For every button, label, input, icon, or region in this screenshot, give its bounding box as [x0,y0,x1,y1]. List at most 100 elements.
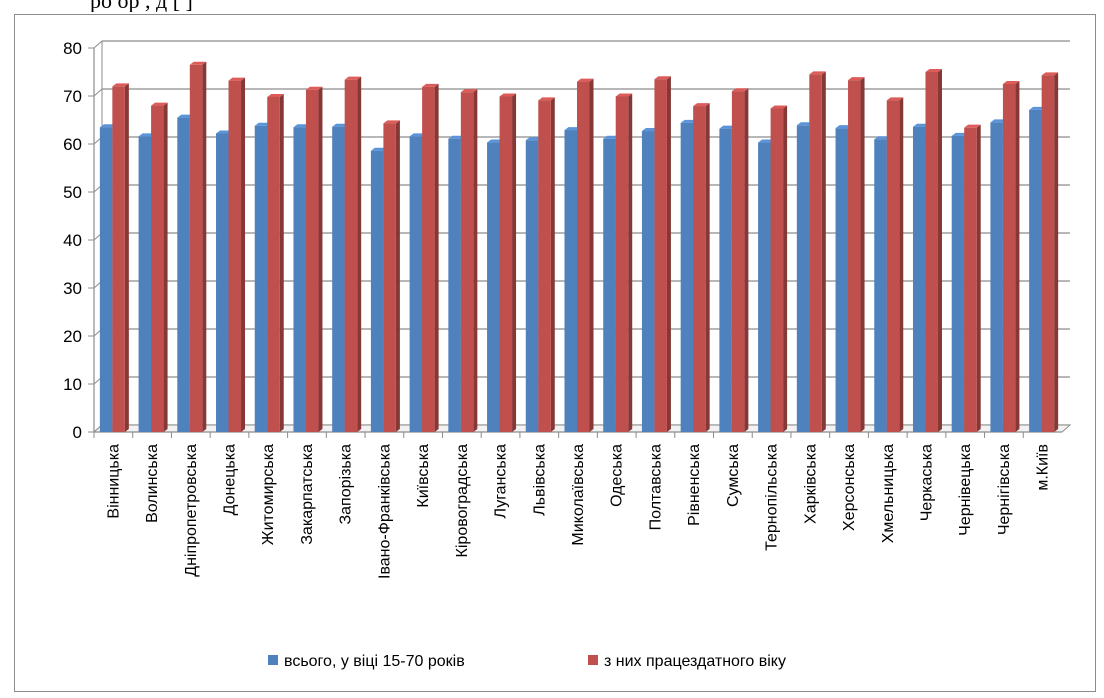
bar-side [976,124,981,433]
bar-total [835,128,849,432]
x-category-label: Полтавська [647,444,664,530]
bar-top [951,132,969,136]
bar-top [460,89,478,93]
bar-top [693,103,710,107]
bar-top [654,76,671,80]
bar-top [1029,106,1046,110]
bar-top [189,61,207,65]
bar-top [216,130,233,134]
bar-total [990,122,1003,433]
x-category-label: Дніпропетровська [183,444,200,577]
bar-top [112,83,129,87]
bar-total [370,150,384,432]
bar-side [279,93,284,433]
bar-working-age [1041,75,1055,433]
x-category-label: Рівненська [686,444,703,526]
bar-working-age [344,79,358,433]
bar-side [434,83,439,432]
x-category-label: Тернопільська [764,444,781,551]
bar-top [267,93,284,97]
bar-side [357,76,362,433]
bar-working-age [886,100,900,432]
bar-total [951,135,965,432]
bar-total [603,138,616,432]
bar-top [964,124,981,128]
bar-top [758,139,775,143]
bar-total [487,142,500,432]
x-category-label: Вінницька [105,444,122,519]
bar-total [525,140,539,432]
bar-total [874,139,887,432]
bar-side [1015,81,1020,432]
bar-top [912,123,930,127]
bar-side [241,77,246,432]
bar-total [564,130,577,432]
bar-top [99,124,117,128]
bar-total [796,125,810,432]
x-category-label: Черкаська [918,444,935,521]
x-category-label: Чернігівська [996,444,1013,535]
bar-top [1041,72,1059,76]
y-tick-label: 50 [63,183,82,202]
bar-side [821,71,826,433]
bar-working-age [925,72,938,432]
bar-top [332,123,349,127]
bar-total [1029,109,1042,433]
x-category-label: Житомирська [260,444,277,545]
bar-side [202,61,207,433]
bar-top [990,119,1007,123]
bar-total [138,136,152,432]
bar-working-age [615,96,629,432]
bar-working-age [538,100,551,432]
bar-top [641,128,659,132]
bar-working-age [228,80,242,432]
legend-swatch [588,655,598,665]
y-tick-label: 60 [63,135,82,154]
bar-working-age [693,106,706,432]
x-category-label: Закарпатська [299,444,316,545]
bar-top [731,88,749,92]
x-category-label: Луганська [493,444,510,519]
bar-top [770,105,788,109]
bar-side [163,102,168,432]
bar-working-age [305,89,319,432]
bar-working-age [383,123,396,433]
bar-top [809,71,826,75]
x-category-label: Херсонська [841,444,858,531]
bar-total [254,125,268,432]
bar-total [912,126,926,432]
page-header-text: ро ор , д [ ] [90,0,1090,12]
bar-working-age [731,91,745,432]
x-category-label: Львівська [531,444,548,516]
bar-side [705,103,710,432]
y-tick-label: 80 [63,39,82,58]
bar-working-age [460,92,474,432]
x-category-label: Волинська [144,444,161,523]
bar-side [783,105,788,432]
x-category-label: Сумська [725,444,742,507]
bar-side [937,69,942,432]
bar-top [615,93,633,97]
bar-side [628,93,633,432]
bar-top [151,102,168,106]
bar-working-age [151,105,164,432]
bar-top [422,83,439,87]
bar-top [448,135,465,139]
bar-total [99,127,113,432]
bar-side [1054,72,1059,433]
bar-top [925,69,942,72]
x-category-label: Миколаївська [570,444,587,546]
bar-top [835,125,853,129]
bar-top [293,124,310,128]
bar-top [874,136,891,140]
bar-top [254,122,272,126]
bar-top [680,119,698,123]
bar-total [719,128,732,432]
bar-top [138,133,156,137]
bar-top [487,139,504,143]
bar-top [228,77,246,81]
bar-working-age [848,80,861,432]
bar-top [564,127,581,131]
x-category-label: Одеська [609,444,626,507]
bar-top [499,93,517,97]
